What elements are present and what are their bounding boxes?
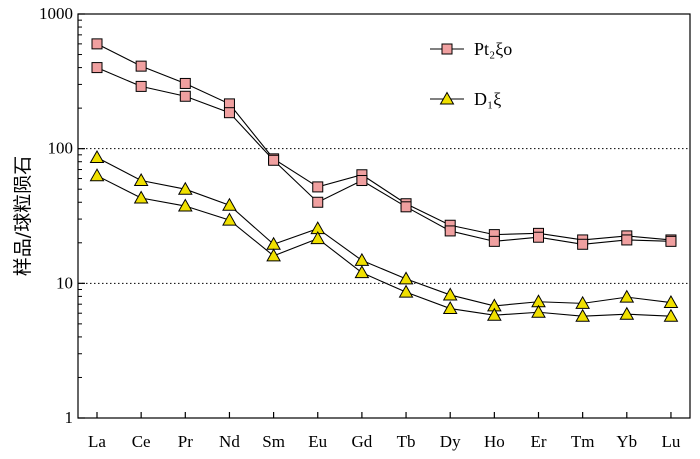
x-tick-label: Gd [352, 432, 373, 451]
x-tick-label: Yb [616, 432, 637, 451]
data-point [89, 168, 105, 182]
x-tick-label: Dy [440, 432, 461, 451]
y-tick-label: 100 [48, 139, 74, 158]
data-point [533, 231, 544, 243]
data-point [575, 308, 591, 322]
series-line-1-0 [96, 156, 672, 307]
gridlines [78, 148, 690, 284]
data-point [663, 295, 679, 309]
data-point [621, 234, 633, 246]
data-point [312, 181, 324, 193]
data-point [488, 235, 500, 247]
data-point [133, 190, 149, 204]
legend: Pt₂ξo D₁ξ [430, 39, 512, 109]
x-tick-label: Tb [397, 432, 416, 451]
data-point [619, 306, 635, 320]
y-tick-label: 1000 [39, 4, 73, 23]
series-line-0-1 [96, 67, 671, 245]
data-point [354, 252, 370, 266]
data-point [442, 301, 458, 315]
x-tick-label: Nd [219, 432, 240, 451]
axes: 1 10 100 1000 La Ce Pr Nd Sm Eu Gd Tb Dy Ho Er Tm Yb Lu [39, 4, 681, 451]
data-point [135, 80, 147, 92]
data-point [398, 284, 414, 298]
data-point [531, 304, 546, 318]
data-point [179, 90, 191, 102]
y-axis-label: 样品/球粒陨石 [12, 156, 34, 276]
series-line-0-0 [96, 43, 672, 241]
data-point [356, 175, 368, 187]
data-point [486, 307, 502, 321]
data-point [268, 154, 280, 166]
data-point [663, 308, 679, 322]
data-point [266, 248, 281, 262]
data-point [89, 149, 105, 163]
data-point [177, 181, 193, 195]
y-tick-label: 10 [56, 273, 73, 292]
data-point [222, 197, 237, 211]
data-point [179, 77, 191, 89]
legend-entry: D₁ξ [430, 89, 501, 109]
legend-label: D₁ξ [474, 89, 501, 109]
legend-triangle-marker [439, 91, 455, 105]
data-point [91, 62, 103, 74]
data-point [442, 287, 458, 301]
data-point [312, 196, 324, 208]
x-tick-label: Sm [262, 432, 285, 451]
x-tick-label: Pr [178, 432, 193, 451]
data-point [619, 289, 635, 303]
data-point [266, 236, 281, 250]
series-line-1-1 [96, 175, 671, 317]
data-point [135, 60, 147, 72]
x-tick-label: Ce [132, 432, 151, 451]
data-point [577, 238, 589, 250]
series-markers [89, 38, 679, 322]
data-point [91, 38, 103, 50]
data-point [133, 173, 149, 187]
data-point [398, 271, 414, 285]
data-point [665, 235, 677, 247]
legend-square-marker [441, 43, 453, 55]
x-tick-label: Lu [662, 432, 681, 451]
data-point [400, 201, 412, 213]
data-point [222, 212, 237, 226]
x-tick-label: Eu [308, 432, 327, 451]
legend-entry: Pt₂ξo [430, 39, 512, 59]
series-lines [96, 43, 672, 317]
data-point [575, 295, 591, 309]
y-tick-label: 1 [65, 408, 74, 427]
data-point [223, 107, 235, 119]
x-tick-label: La [88, 432, 106, 451]
x-tick-label: Ho [484, 432, 505, 451]
data-point [177, 198, 193, 212]
data-point [354, 265, 370, 279]
data-point [444, 225, 456, 237]
plot-frame [77, 13, 691, 419]
legend-label: Pt₂ξo [474, 39, 512, 59]
data-point [310, 231, 326, 245]
x-tick-label: Er [530, 432, 546, 451]
x-tick-label: Tm [571, 432, 595, 451]
